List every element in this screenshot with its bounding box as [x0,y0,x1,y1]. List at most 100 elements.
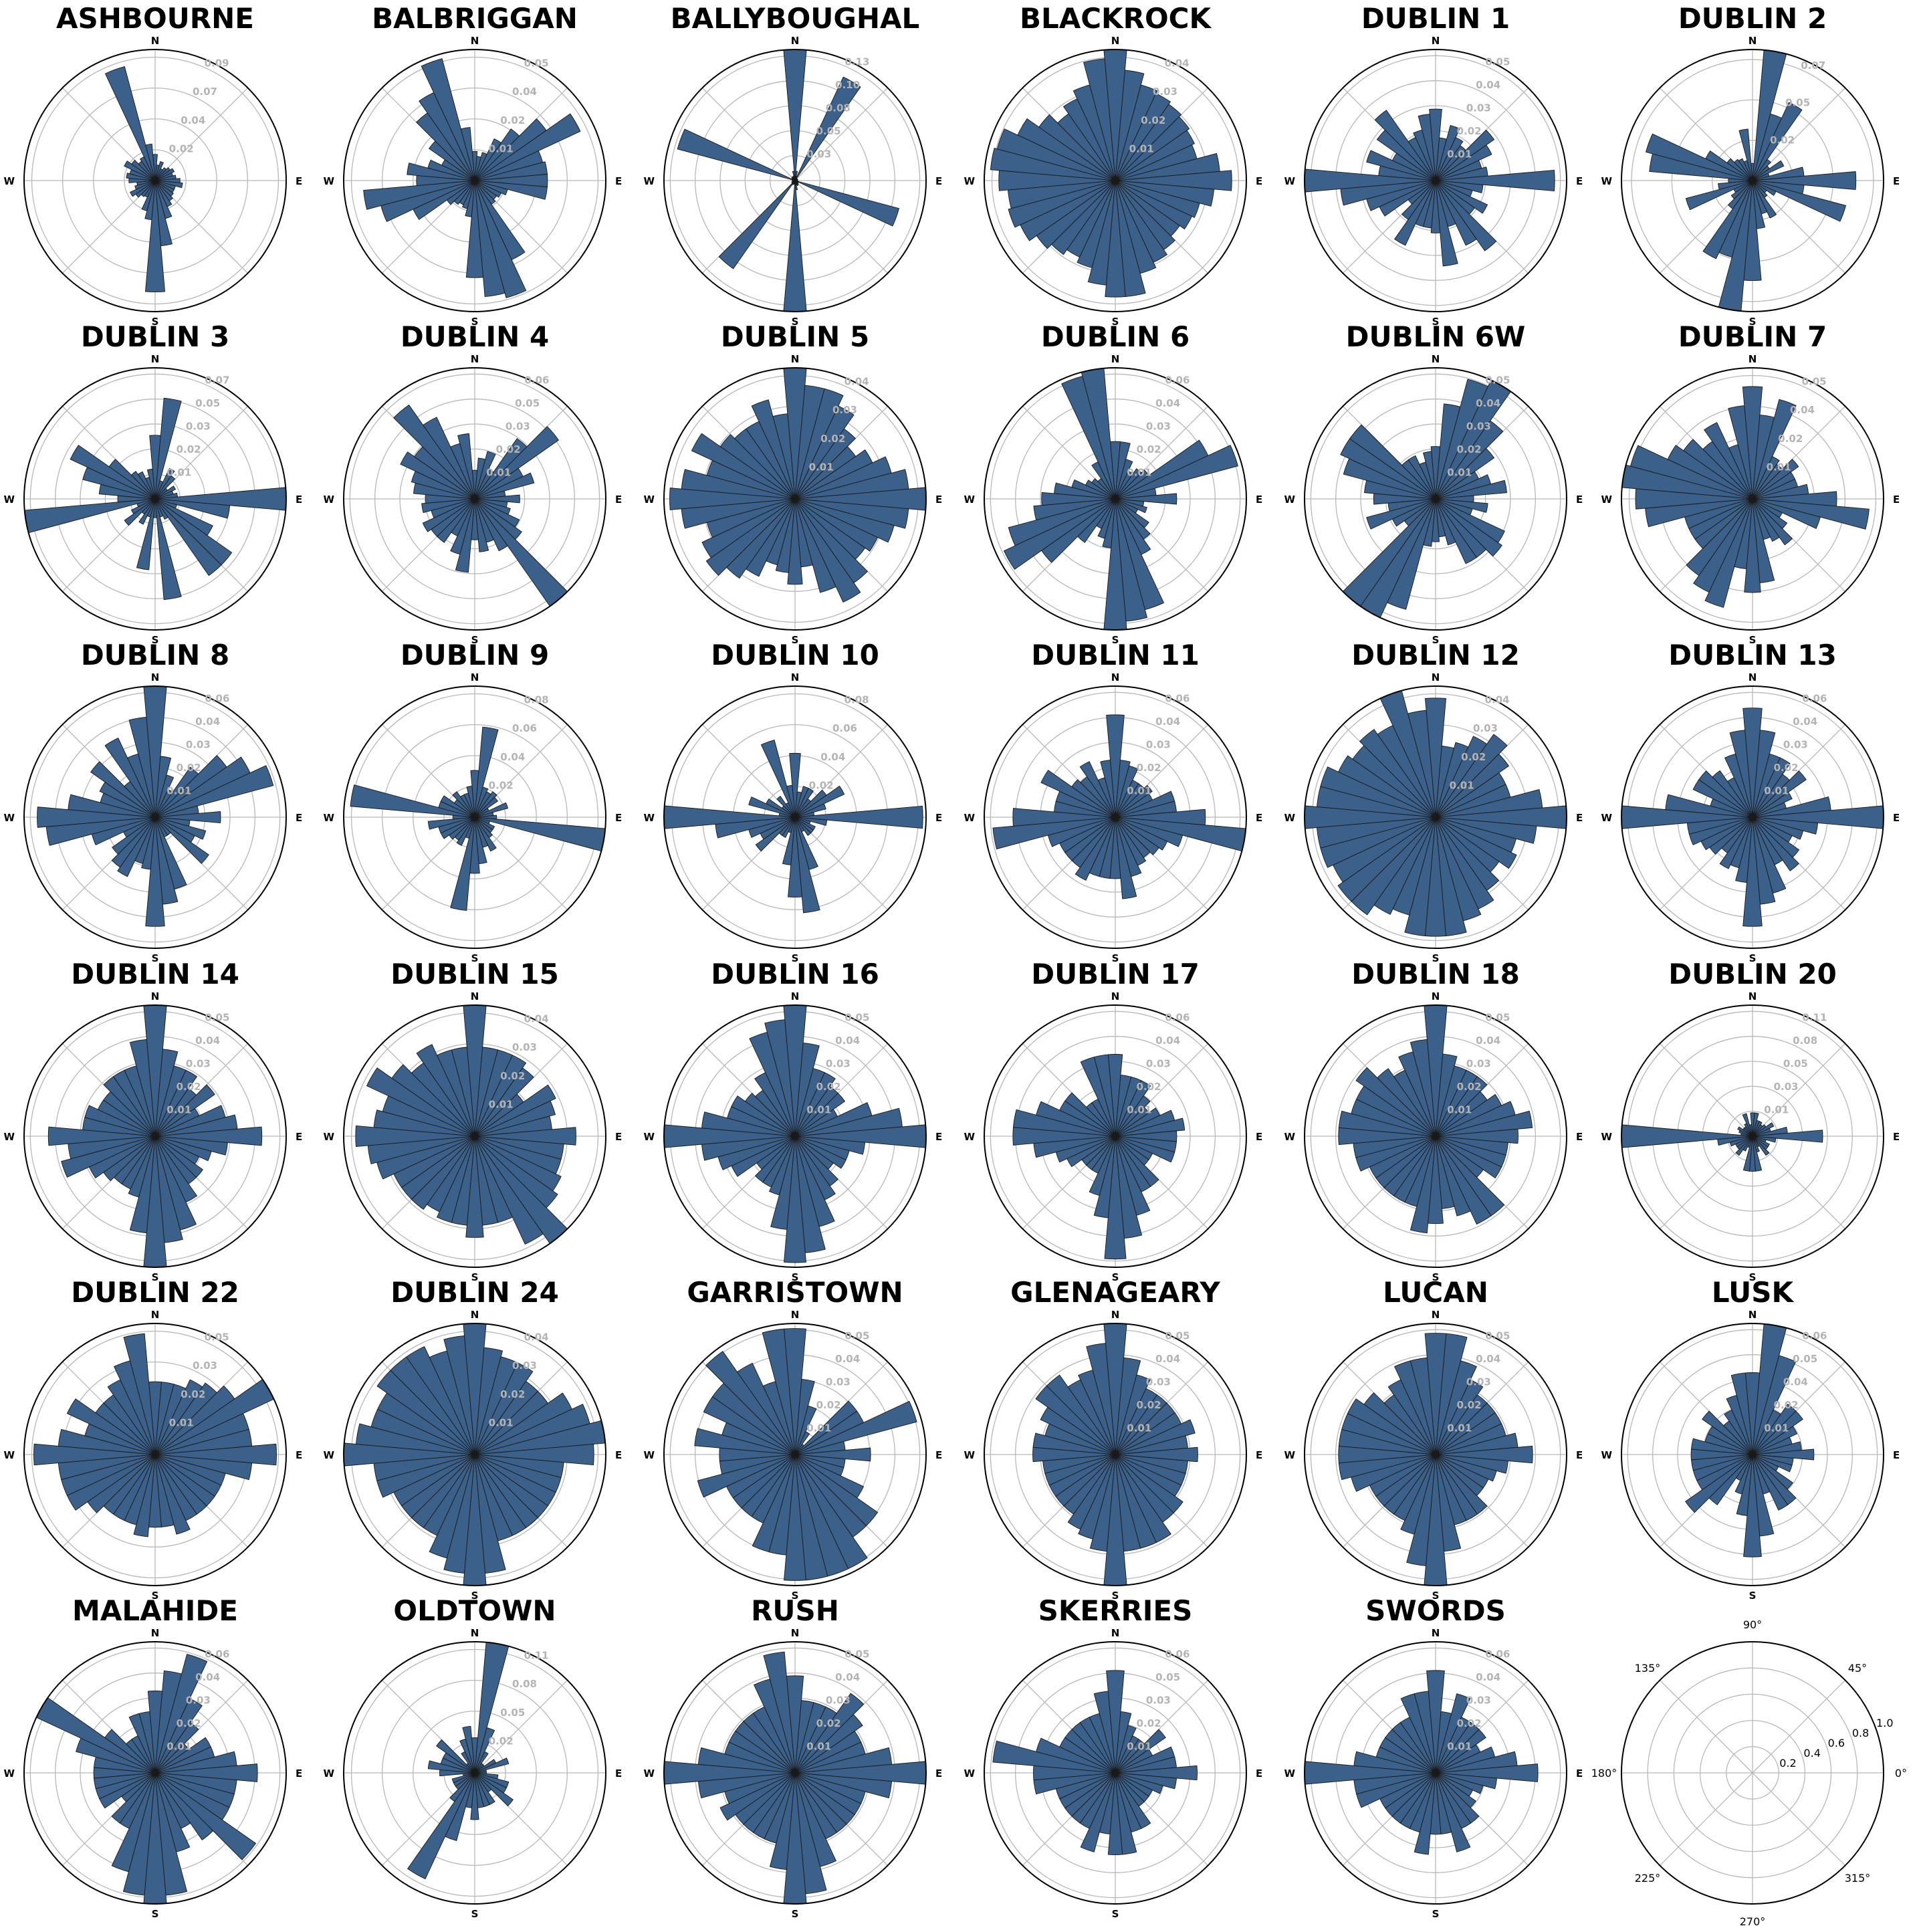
radial-tick-label: 0.03 [186,1695,211,1707]
polar-frame [663,367,927,631]
cardinal-label-w: W [323,494,334,506]
wind-bar [1435,169,1555,192]
cardinal-label-w: W [1284,812,1295,824]
polar-plot: 0.01 0.02 0.03 0.04 0.05 N E S W LUCAN [1284,1276,1583,1602]
radial-tick-label: 0.02 [1137,1717,1161,1729]
wind-bar [1414,1691,1436,1774]
panel-title: DUBLIN 15 [390,958,559,990]
wind-bar [1435,1360,1477,1455]
polar-plot: 0.02 0.04 0.06 0.08 N E S W DUBLIN 9 [323,639,622,964]
radial-tick-label: 0.05 [1802,376,1827,388]
radial-tick-label: 0.04 [835,1035,860,1047]
wind-bar [1115,1765,1198,1781]
radial-tick-label: 1.0 [1876,1717,1893,1729]
cardinal-label-w: W [1601,175,1612,187]
wind-bar [1115,1725,1137,1774]
panel-title: DUBLIN 9 [401,639,549,671]
radial-tick-label: 0.05 [1785,97,1810,109]
wind-bar [1115,784,1153,818]
cardinal-label-n: N [1111,990,1120,1002]
degree-tick-label: 90° [1743,1618,1762,1631]
radial-tick-label: 0.02 [181,1388,205,1400]
wind-bar [1435,498,1477,564]
radial-tick-label: 0.04 [844,376,869,388]
wind-bar [764,1019,796,1137]
wind-bar [1115,765,1139,818]
wind-bar [1704,498,1753,608]
cardinal-label-s: S [1432,316,1440,328]
wind-bar [108,458,156,500]
wind-bar [451,1047,475,1137]
radial-tick-label: 0.03 [1146,739,1171,751]
wind-bar [1752,1426,1798,1455]
radial-tick-label: 0.04 [1476,397,1500,409]
wind-bar [1719,817,1753,869]
wind-bar [427,817,475,830]
cardinal-label-e: E [296,1449,302,1461]
polar-plot: 0.01 0.03 0.05 0.08 0.11 N E S W DUBLIN 20 [1601,958,1900,1283]
radial-tick-label: 0.03 [1153,86,1177,98]
cardinal-label-n: N [1111,1627,1120,1639]
polar-frame [1621,1004,1884,1268]
wind-bar [1115,170,1232,191]
wind-bar [111,1772,156,1824]
radial-tick-label: 0.01 [169,1416,194,1428]
radial-tick-label: 0.02 [169,142,194,154]
cardinal-label-e: E [1256,812,1262,824]
cardinal-label-e: E [1256,1449,1262,1461]
polar-frame [23,685,287,949]
wind-rose-panel: 0.02 0.04 0.06 0.08 N E S W DUBLIN 9 [320,637,639,964]
wind-bar [1067,1454,1116,1530]
radial-tick-label: 0.05 [1485,1330,1510,1342]
wind-rose-panel: 0.01 0.02 0.04 0.05 N E S W BALBRIGGAN [320,0,639,328]
polar-plot: 0.02 0.04 0.06 0.08 N E S W DUBLIN 10 [643,639,942,964]
radial-tick-label: 0.02 [1778,433,1803,445]
wind-bar [1742,386,1763,500]
angular-gridline [1752,1772,1846,1866]
cardinal-label-n: N [471,671,479,683]
polar-frame [343,1004,606,1268]
radial-tick-label: 0.08 [524,694,549,706]
cardinal-label-n: N [1432,671,1440,683]
polar-frame [984,685,1247,949]
wind-bar [1320,766,1436,818]
cardinal-label-w: W [964,812,975,824]
cardinal-label-n: N [151,671,160,683]
polar-plot: 0.01 0.02 0.03 0.04 0.05 N E S W GLENAGEARY [964,1276,1262,1602]
wind-bar [436,1739,475,1774]
cardinal-label-n: N [1111,671,1120,683]
panel-title: DUBLIN 18 [1351,958,1520,990]
wind-rose-panel: 0.03 0.05 0.08 0.10 0.13 N E S W BALLYBOUGHAL [640,0,960,328]
wind-bar [407,1772,475,1880]
radial-tick-label: 0.02 [1137,1399,1161,1411]
radial-tick-label: 0.02 [809,779,834,791]
cardinal-label-w: W [1284,175,1295,187]
radial-tick-label: 0.02 [500,114,525,126]
wind-bar [130,180,156,197]
wind-bar [794,498,836,593]
cardinal-label-e: E [1893,812,1900,824]
panel-title: DUBLIN 4 [401,320,549,353]
wind-bar [1752,458,1799,500]
wind-bar [363,180,475,210]
cardinal-label-s: S [792,316,799,328]
radial-tick-label: 0.06 [205,1648,229,1660]
cardinal-label-s: S [152,1908,159,1920]
radial-tick-label: 0.03 [806,148,831,160]
wind-bar [1115,817,1159,855]
wind-bar [776,796,796,818]
wind-bar [138,1711,156,1774]
radial-tick-label: 0.06 [1802,693,1827,705]
wind-bar [90,761,156,818]
polar-plot: 0.01 0.02 0.03 0.04 0.05 N E S W RUSH [643,1594,942,1920]
wind-bar [1752,158,1771,181]
radial-tick-label: 0.04 [195,716,220,728]
cardinal-label-s: S [1112,634,1119,646]
cardinal-label-n: N [471,353,479,365]
cardinal-label-s: S [1432,952,1440,964]
wind-bar [1683,439,1753,500]
wind-bar [1401,180,1436,221]
radial-tick-label: 0.03 [1783,739,1808,751]
cardinal-label-w: W [643,1767,655,1780]
wind-bar [423,417,475,500]
